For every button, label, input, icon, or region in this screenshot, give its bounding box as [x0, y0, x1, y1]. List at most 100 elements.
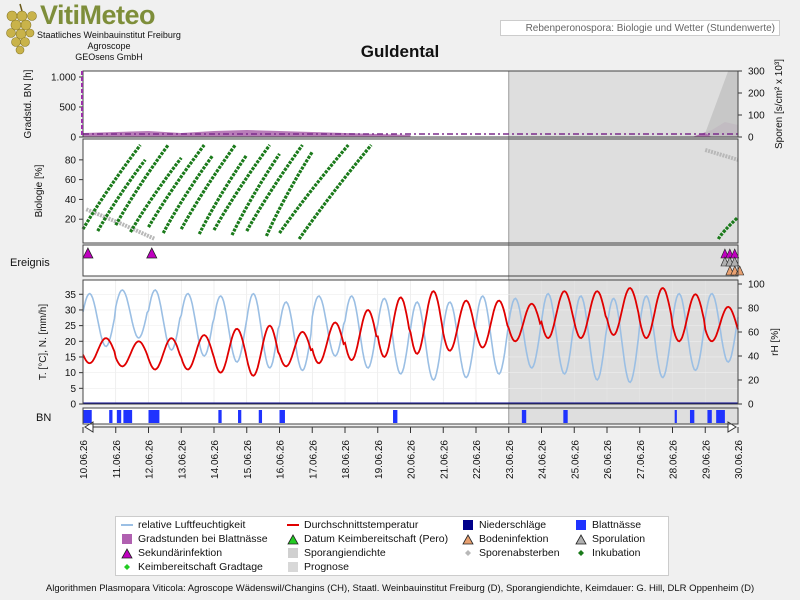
- x-tick-label: 28.06.26: [669, 440, 680, 479]
- spore-death-curve: [85, 207, 156, 241]
- legend-symbol: [121, 524, 133, 526]
- sporulation-marker: [730, 256, 740, 267]
- incubation-curve: [716, 216, 740, 240]
- incubation-curve: [245, 144, 304, 232]
- top-left-tick-label: 1.000: [51, 73, 76, 84]
- legend-label: Datum Keimbereitschaft (Pero): [304, 533, 449, 545]
- incubation-curve: [129, 156, 183, 233]
- weather-right-tick-label: 80: [748, 304, 760, 315]
- x-tick-label: 30.06.26: [734, 440, 745, 479]
- x-tick-label: 12.06.26: [145, 440, 156, 479]
- leaf-wetness-bar: [716, 410, 725, 423]
- x-tick-label: 19.06.26: [374, 440, 385, 479]
- incubation-curve: [278, 143, 350, 234]
- x-tick-label: 15.06.26: [243, 440, 254, 479]
- incubation-curve: [96, 158, 147, 232]
- secondary-infection-marker: [82, 247, 94, 259]
- legend-label: relative Luftfeuchtigkeit: [138, 519, 246, 531]
- leaf-wetness-bar: [674, 410, 677, 423]
- legend-symbol: [575, 534, 587, 545]
- biology-tick-label: 80: [65, 155, 77, 166]
- org-line-1: Staatliches Weinbauinstitut Freiburg: [37, 30, 181, 40]
- leaf-wetness-bar: [116, 410, 122, 423]
- leaf-wetness-bar: [279, 410, 285, 423]
- biology-tick-label: 40: [65, 195, 77, 206]
- leaf-wetness-bar: [148, 410, 160, 423]
- leaf-wetness-bar: [109, 410, 113, 423]
- top-right-tick-label: 100: [748, 111, 765, 122]
- x-tick-label: 26.06.26: [603, 440, 614, 479]
- leaf-wetness-bar: [258, 410, 263, 423]
- chart-title: Guldental: [360, 42, 440, 61]
- humidity-line: [82, 289, 739, 384]
- legend-label: Sporenabsterben: [479, 547, 560, 559]
- weather-right-axis-title: rH [%]: [770, 328, 781, 356]
- weather-left-tick-label: 5: [70, 384, 76, 395]
- weather-left-tick-label: 30: [65, 305, 77, 316]
- x-tick-label: 29.06.26: [701, 440, 712, 479]
- weather-panel-frame: [82, 279, 739, 405]
- x-tick-label: 21.06.26: [439, 440, 450, 479]
- top-right-tick-label: 300: [748, 67, 765, 78]
- legend-symbol: [288, 562, 298, 572]
- weather-left-axis-title: T. [°C], N. [mm/h]: [38, 304, 49, 380]
- weather-right-tick-label: 20: [748, 376, 760, 387]
- top-right-tick-label: 0: [748, 133, 754, 144]
- org-line-2: Agroscope: [87, 41, 131, 51]
- weather-right-tick-label: 60: [748, 328, 760, 339]
- x-tick-label: 13.06.26: [177, 440, 188, 479]
- legend-symbol: [122, 534, 132, 544]
- legend-symbol: [287, 534, 299, 545]
- legend-symbol: [462, 534, 474, 545]
- leaf-wetness-bar: [218, 410, 222, 423]
- legend-symbol: [121, 548, 133, 559]
- leaf-wetness-bar: [521, 410, 527, 423]
- footer-credits: Algorithmen Plasmopara Viticola: Agrosco…: [45, 583, 755, 594]
- incubation-curve: [179, 144, 237, 230]
- legend-symbol: [287, 524, 299, 526]
- incubation-curve: [114, 144, 170, 226]
- weather-left-tick-label: 35: [65, 290, 77, 301]
- weather-left-tick-label: 0: [70, 400, 76, 411]
- leaf-wetness-bar: [689, 410, 695, 423]
- leaf-wetness-bar: [393, 410, 398, 423]
- incubation-curve: [147, 144, 206, 228]
- legend-label: Bodeninfektion: [479, 533, 549, 545]
- leaf-wetness-bar: [123, 410, 133, 423]
- spore-death-curve-late: [704, 148, 739, 162]
- events-panel-frame: [82, 244, 739, 277]
- legend-label: Sporulation: [592, 533, 646, 545]
- legend-label: Durchschnittstemperatur: [304, 519, 419, 531]
- legend-label: Sporangiendichte: [304, 547, 386, 559]
- x-tick-label: 27.06.26: [636, 440, 647, 479]
- incubation-curve: [264, 151, 314, 237]
- biology-tick-label: 20: [65, 215, 77, 226]
- weather-left-tick-label: 10: [65, 368, 77, 379]
- incubation-curve: [230, 153, 281, 236]
- x-tick-label: 20.06.26: [407, 440, 418, 479]
- org-line-3: GEOsens GmbH: [75, 52, 143, 62]
- chart-subtitle: Rebenperonospora: Biologie und Wetter (S…: [500, 20, 780, 36]
- legend-symbol: [463, 520, 473, 530]
- top-left-tick-label: 0: [70, 133, 76, 144]
- leaf-wetness-panel-frame: [82, 407, 739, 425]
- grape-icon: [6, 3, 37, 55]
- temperature-line: [82, 286, 739, 377]
- legend-label: Niederschläge: [479, 519, 547, 531]
- weather-right-tick-label: 40: [748, 352, 760, 363]
- legend-label: Gradstunden bei Blattnässe: [138, 533, 268, 545]
- legend-symbol: [578, 550, 584, 556]
- top-right-axis-title: Sporen [s/cm² x 10³]: [774, 59, 785, 149]
- chart-canvas: 05001.000010020030020406080Ereignis05101…: [10, 59, 785, 479]
- x-tick-label: 22.06.26: [472, 440, 483, 479]
- incubation-curve: [212, 144, 271, 231]
- legend-label: Keimbereitschaft Gradtage: [138, 561, 263, 573]
- x-tick-label: 18.06.26: [341, 440, 352, 479]
- secondary-infection-marker: [146, 247, 158, 259]
- x-tick-label: 24.06.26: [538, 440, 549, 479]
- x-tick-label: 23.06.26: [505, 440, 516, 479]
- legend-symbol: [465, 550, 471, 556]
- leaf-wetness-bar: [238, 410, 242, 423]
- x-tick-label: 10.06.26: [79, 440, 90, 479]
- x-tick-label: 14.06.26: [210, 440, 221, 479]
